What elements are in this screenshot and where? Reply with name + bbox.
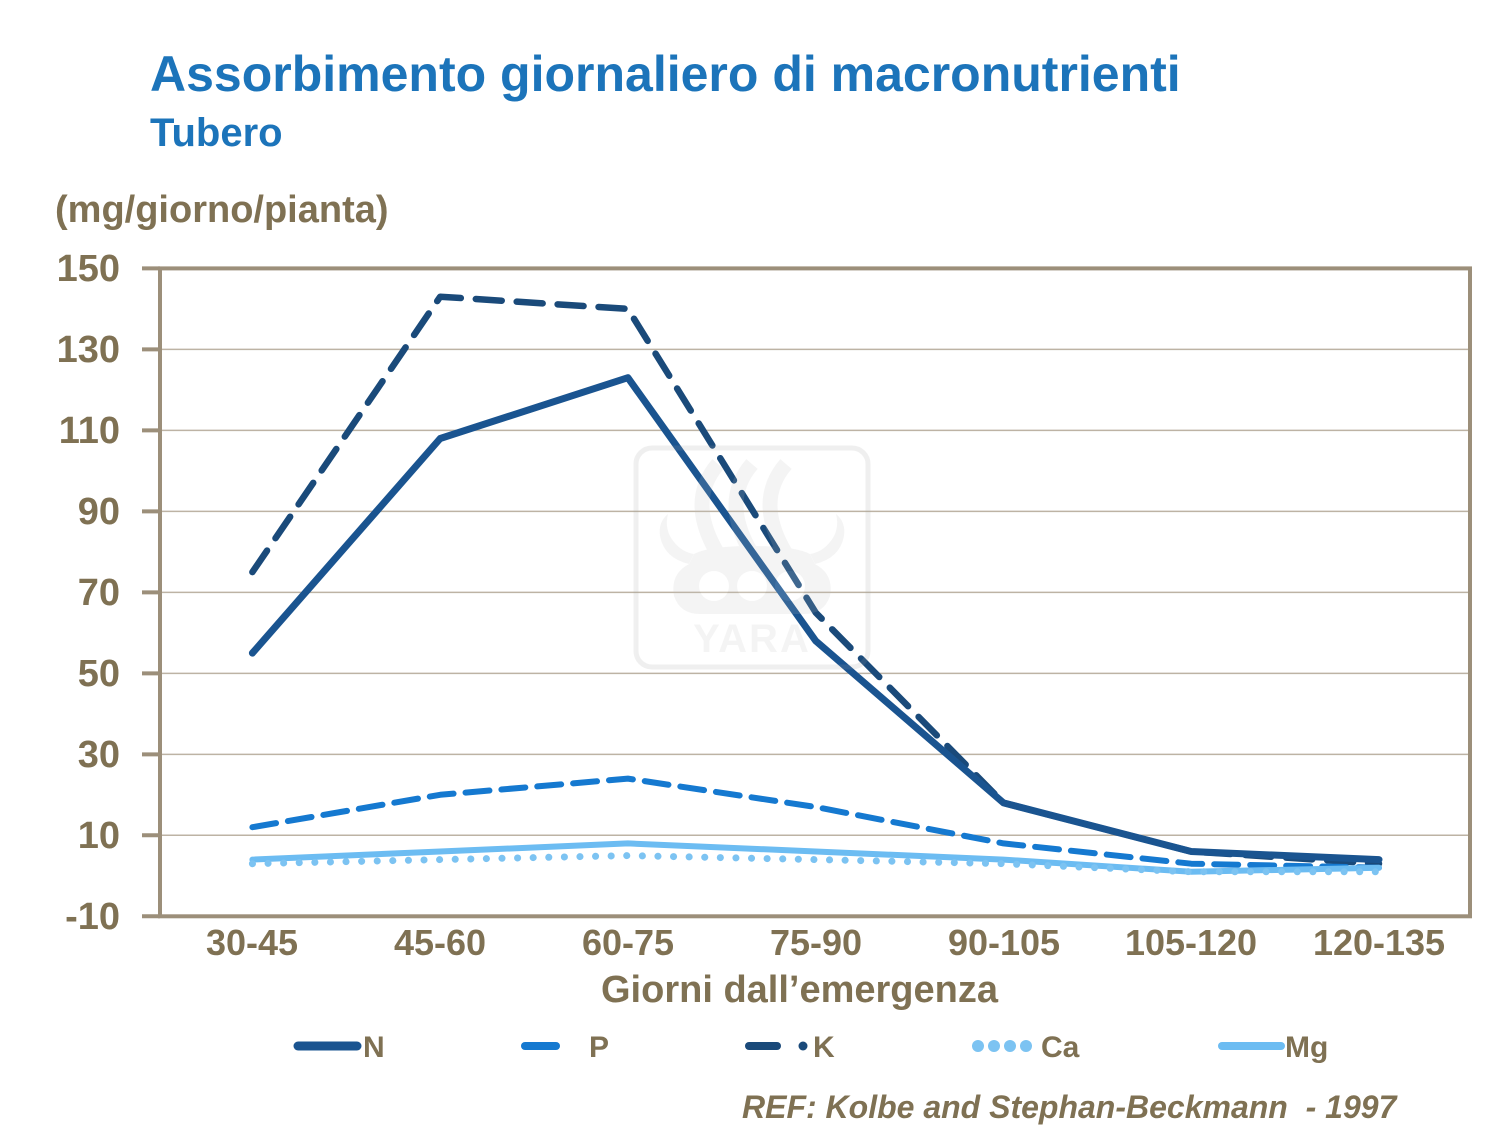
svg-text:YARA: YARA: [693, 617, 811, 661]
